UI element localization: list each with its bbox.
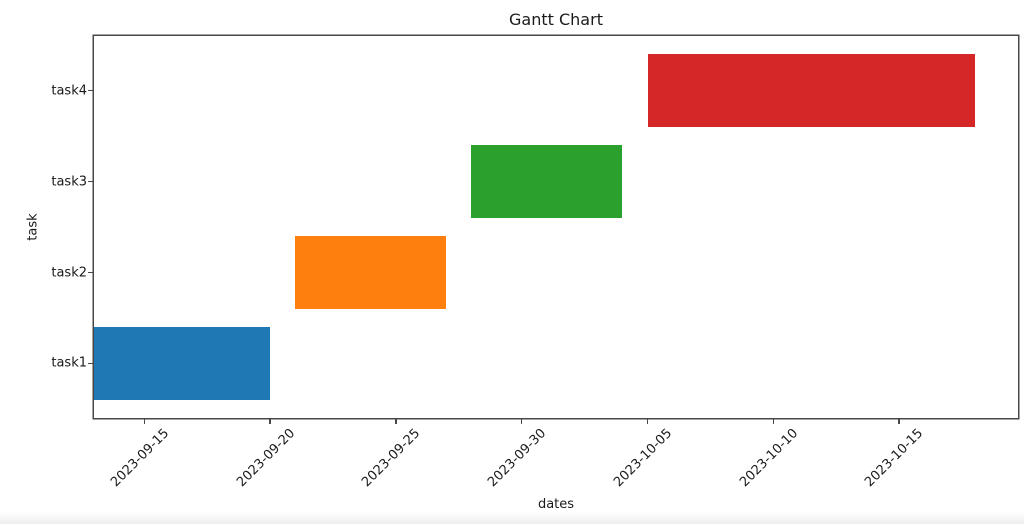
gantt-bar-task4 xyxy=(647,54,975,127)
y-tick-label-task1: task1 xyxy=(51,355,87,371)
x-tick-label: 2023-09-20 xyxy=(233,426,298,491)
x-tick-mark xyxy=(269,419,271,424)
y-tick-mark xyxy=(88,362,93,365)
gantt-bar-task1 xyxy=(94,327,271,400)
chart-title: Gantt Chart xyxy=(509,10,603,29)
x-tick-mark xyxy=(520,419,523,424)
x-tick-label: 2023-10-15 xyxy=(862,426,927,491)
gantt-bar-task2 xyxy=(295,236,447,309)
x-axis-label: dates xyxy=(537,497,575,512)
plot-area xyxy=(94,36,1018,418)
x-tick-mark xyxy=(646,419,649,424)
y-axis-label: task xyxy=(25,213,41,241)
y-tick-mark xyxy=(88,271,93,274)
x-tick-label: 2023-09-15 xyxy=(107,426,172,491)
x-tick-mark xyxy=(395,419,397,424)
x-tick-mark xyxy=(143,419,146,424)
x-tick-mark xyxy=(898,419,900,424)
y-tick-mark xyxy=(88,89,93,92)
x-tick-label: 2023-09-30 xyxy=(485,426,550,491)
x-tick-label: 2023-09-25 xyxy=(359,426,424,491)
y-tick-label-task2: task2 xyxy=(51,265,87,280)
x-tick-mark xyxy=(772,419,774,424)
gantt-bar-task3 xyxy=(471,145,623,218)
bottom-edge-shade xyxy=(0,512,1024,524)
x-tick-label: 2023-10-05 xyxy=(611,426,676,491)
y-tick-mark xyxy=(88,180,93,183)
y-tick-label-task3: task3 xyxy=(51,174,87,189)
x-tick-label: 2023-10-10 xyxy=(736,426,801,491)
y-tick-label-task4: task4 xyxy=(51,83,87,99)
